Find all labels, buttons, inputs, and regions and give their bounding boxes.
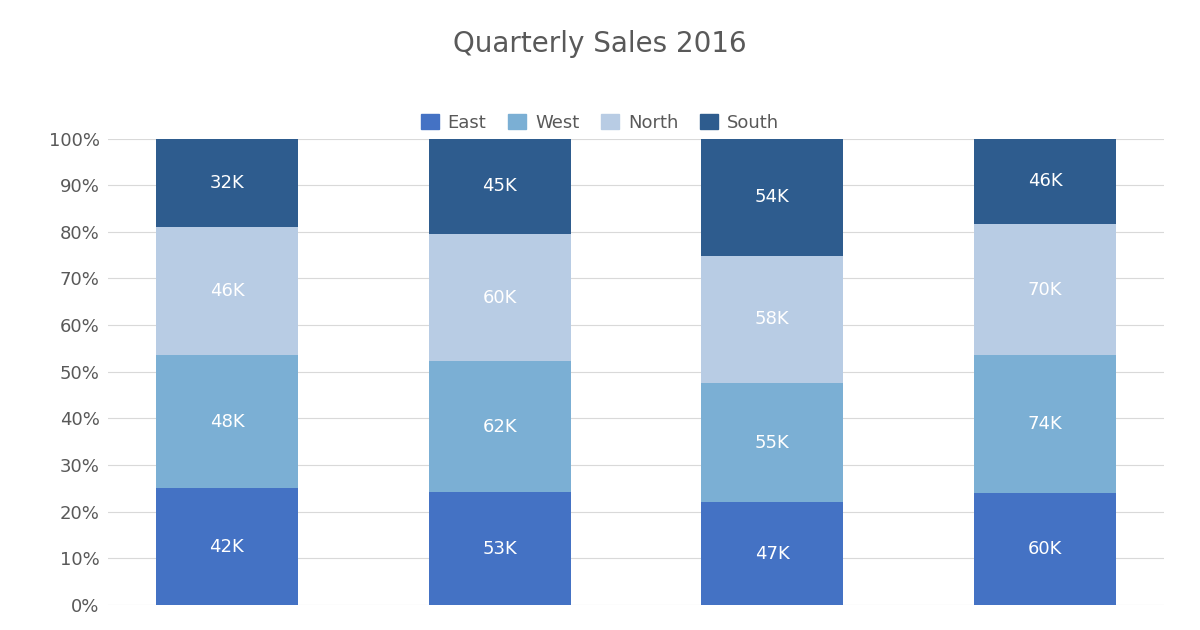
Bar	[974, 355, 1116, 493]
Bar	[428, 493, 570, 605]
Bar	[156, 355, 298, 488]
Text: 46K: 46K	[210, 282, 245, 301]
Text: 74K: 74K	[1027, 415, 1062, 433]
Text: 60K: 60K	[482, 289, 517, 307]
Text: 58K: 58K	[755, 311, 790, 328]
Text: 55K: 55K	[755, 433, 790, 452]
Text: Quarterly Sales 2016: Quarterly Sales 2016	[454, 30, 746, 58]
Bar	[156, 139, 298, 227]
Text: 54K: 54K	[755, 188, 790, 207]
Text: 53K: 53K	[482, 540, 517, 558]
Text: 70K: 70K	[1028, 280, 1062, 299]
Bar	[156, 488, 298, 605]
Bar	[156, 227, 298, 355]
Bar	[428, 139, 570, 234]
Bar	[974, 139, 1116, 224]
Text: 32K: 32K	[210, 174, 245, 192]
Bar	[428, 361, 570, 493]
Bar	[702, 502, 844, 605]
Text: 62K: 62K	[482, 418, 517, 436]
Text: 46K: 46K	[1027, 173, 1062, 190]
Text: 60K: 60K	[1028, 540, 1062, 558]
Text: 48K: 48K	[210, 413, 245, 431]
Text: 42K: 42K	[210, 537, 245, 556]
Bar	[702, 139, 844, 256]
Bar	[428, 234, 570, 361]
Legend: East, West, North, South: East, West, North, South	[413, 106, 787, 139]
Bar	[702, 382, 844, 502]
Bar	[974, 224, 1116, 355]
Text: 45K: 45K	[482, 177, 517, 195]
Text: 47K: 47K	[755, 544, 790, 563]
Bar	[702, 256, 844, 382]
Bar	[974, 493, 1116, 605]
